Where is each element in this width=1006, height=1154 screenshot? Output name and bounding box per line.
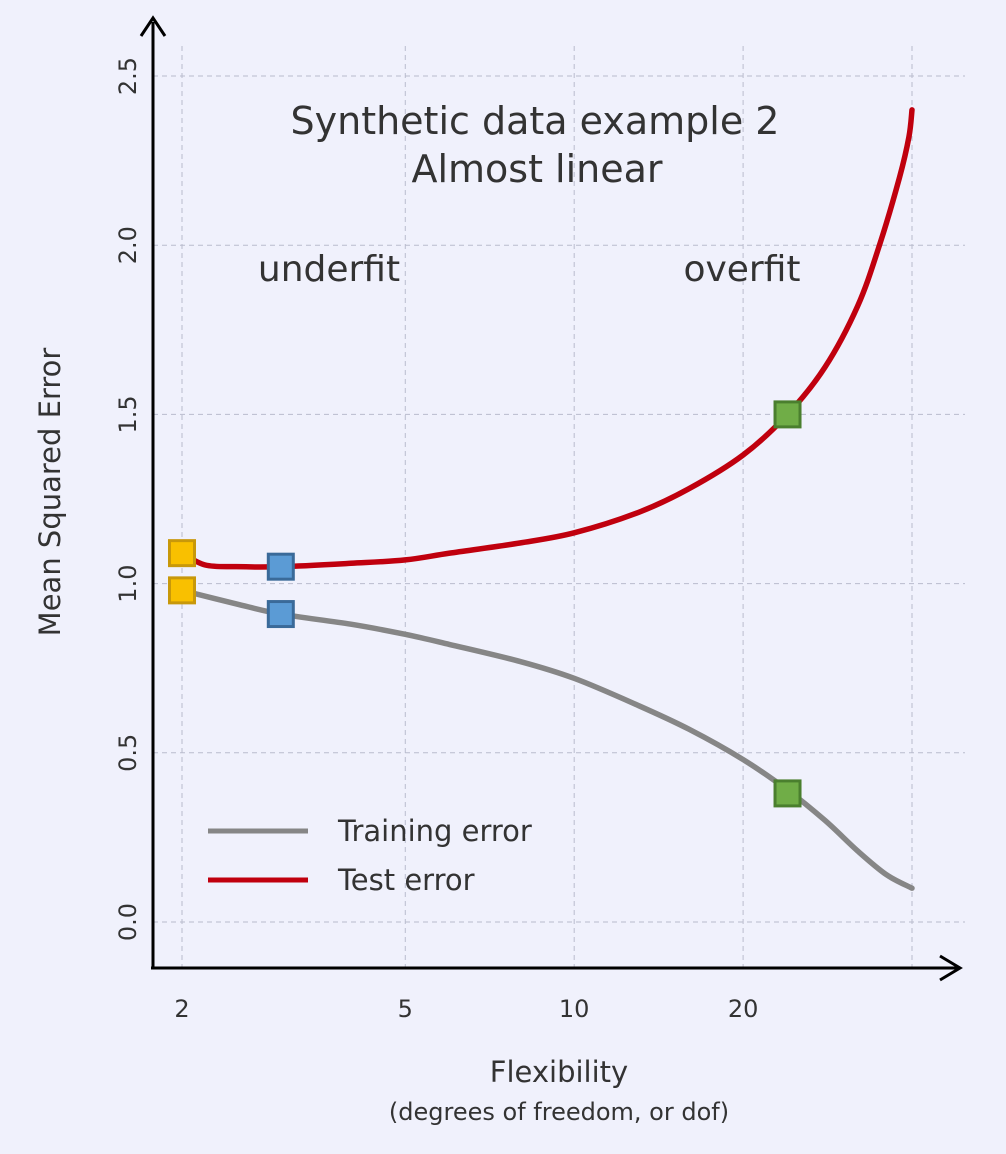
y-tick-label: 1.0 — [114, 565, 142, 603]
dof-marker — [168, 576, 196, 605]
series-layer — [179, 107, 915, 891]
x-tick-label: 2 — [174, 995, 189, 1023]
y-tick-label: 2.5 — [114, 57, 142, 95]
y-axis-label: Mean Squared Error — [33, 348, 67, 637]
training-error-line — [179, 587, 915, 891]
axes — [139, 15, 963, 982]
x-tick-label: 5 — [398, 995, 413, 1023]
y-axis-arrow — [139, 15, 167, 37]
annotation-overfit: overfit — [683, 249, 800, 290]
tick-layer: 0.0 0.5 1.0 1.5 2.0 2.5 2 5 10 20 — [114, 57, 758, 1023]
dof-marker — [773, 779, 802, 808]
y-tick-label: 2.0 — [114, 226, 142, 264]
dof-marker — [266, 552, 295, 581]
annotation-underfit: underfit — [258, 249, 400, 290]
chart-subtitle: Almost linear — [411, 147, 662, 191]
legend: Training error Test error — [208, 814, 532, 897]
y-tick-label: 0.0 — [114, 903, 142, 941]
legend-label-test: Test error — [337, 863, 475, 897]
y-tick-label: 1.5 — [114, 395, 142, 433]
dof-marker — [168, 539, 196, 568]
x-axis-sublabel: (degrees of freedom, or dof) — [389, 1098, 729, 1126]
grid-layer — [153, 46, 965, 968]
dof-marker — [773, 400, 802, 429]
legend-label-training: Training error — [337, 814, 532, 848]
marker-layer — [168, 400, 802, 808]
chart-title: Synthetic data example 2 — [291, 99, 780, 143]
x-axis-arrow — [939, 954, 963, 982]
dof-marker — [266, 600, 295, 629]
x-tick-label: 10 — [559, 995, 590, 1023]
x-tick-label: 20 — [728, 995, 759, 1023]
x-axis-label: Flexibility — [490, 1055, 628, 1089]
y-tick-label: 0.5 — [114, 734, 142, 772]
